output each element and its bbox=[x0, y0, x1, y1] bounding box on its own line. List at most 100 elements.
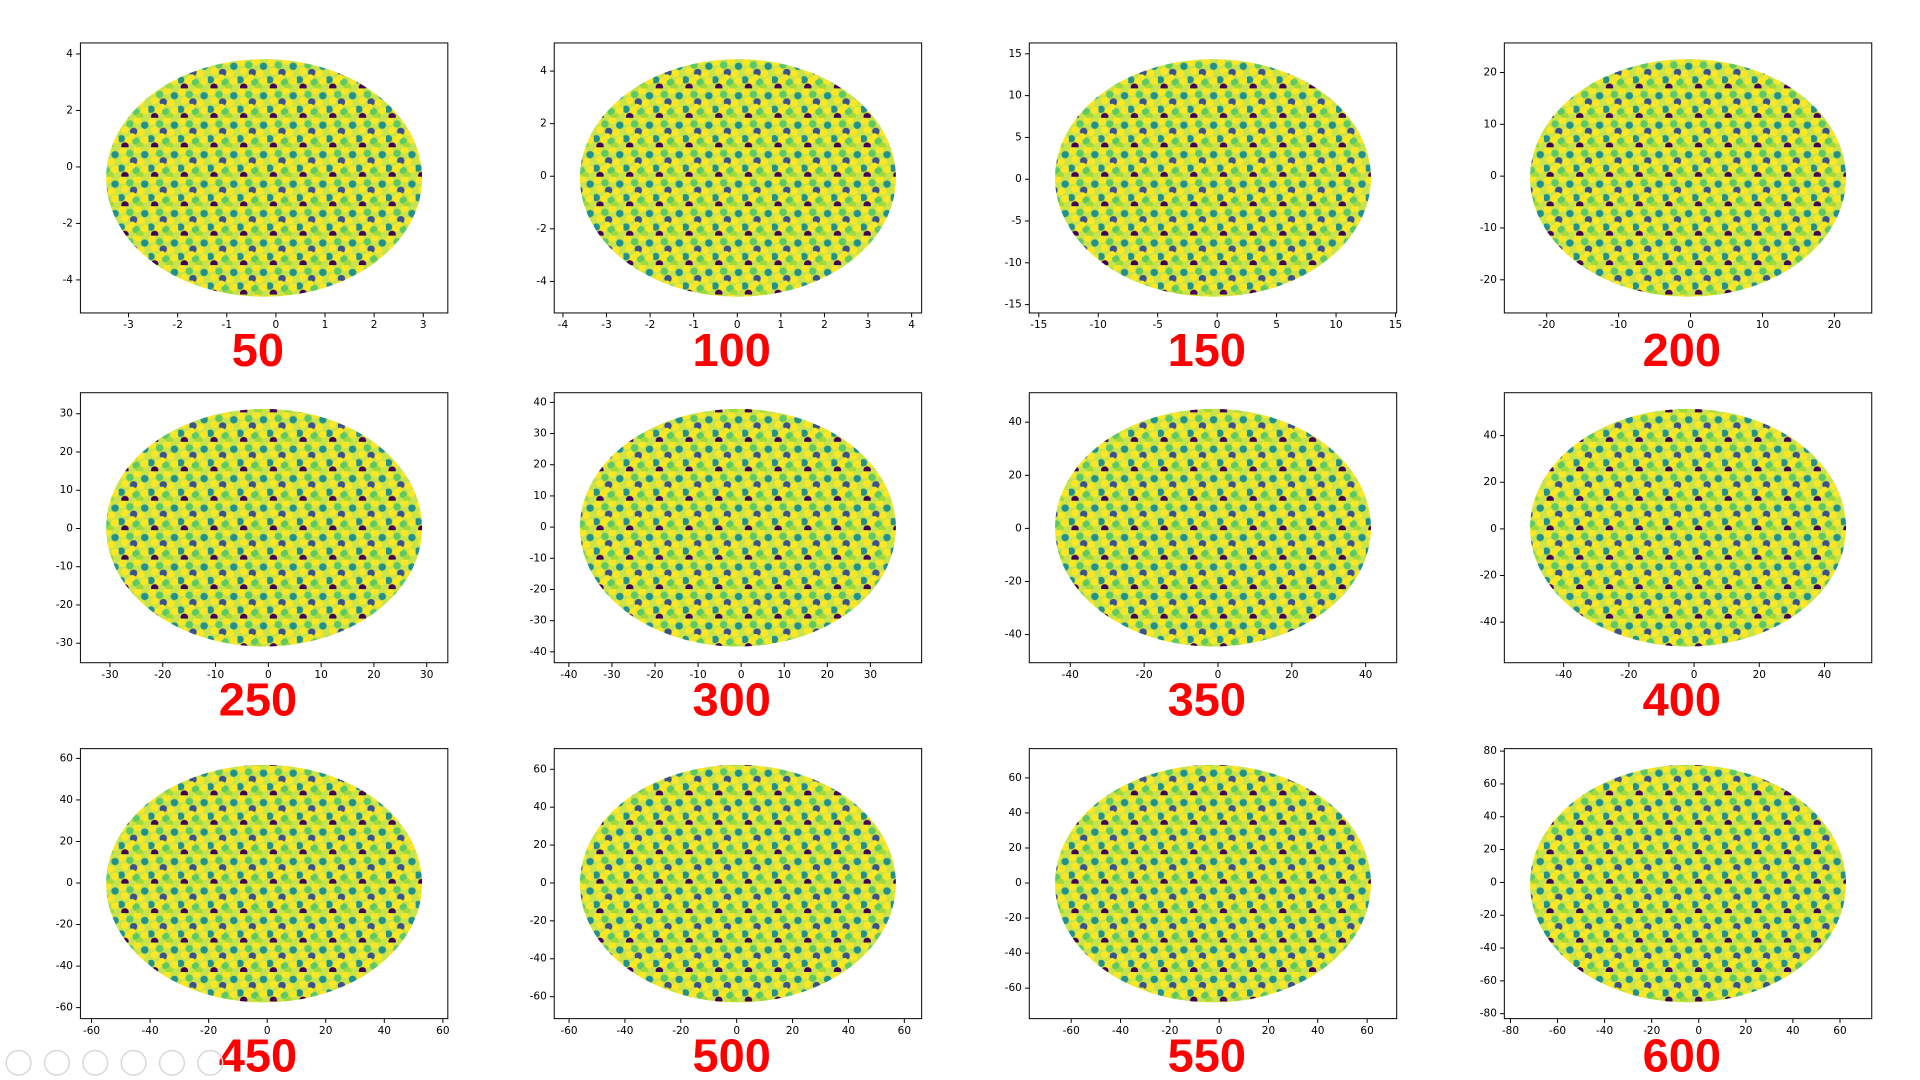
x-tick-label: 0 bbox=[1215, 669, 1222, 681]
x-tick-label: 20 bbox=[1828, 319, 1841, 331]
y-tick-label: -60 bbox=[1480, 975, 1497, 987]
y-tick-label: 10 bbox=[1484, 118, 1497, 130]
y-tick-label: -40 bbox=[1005, 629, 1022, 641]
panel-title: 550 bbox=[1168, 1030, 1246, 1080]
x-tick-label: 3 bbox=[865, 319, 872, 331]
y-tick-label: -10 bbox=[1005, 257, 1022, 269]
point-cloud bbox=[1054, 59, 1371, 297]
plot-frame bbox=[553, 392, 923, 664]
point-cloud bbox=[579, 764, 896, 1003]
y-tick-label: 40 bbox=[533, 396, 546, 408]
x-tick-label: -80 bbox=[1502, 1025, 1519, 1037]
plot-frame bbox=[1503, 392, 1873, 664]
panel-title: 350 bbox=[1168, 674, 1246, 726]
y-tick-label: -60 bbox=[530, 991, 547, 1003]
y-tick-label: -20 bbox=[1480, 274, 1497, 286]
x-tick-label: -40 bbox=[616, 1025, 633, 1037]
y-tick-label: 4 bbox=[540, 65, 547, 77]
point-cloud bbox=[1530, 59, 1847, 297]
y-tick-label: 10 bbox=[1008, 90, 1021, 102]
prev-button[interactable] bbox=[5, 1049, 32, 1076]
x-tick-label: 20 bbox=[1753, 669, 1766, 681]
panel-title: 450 bbox=[219, 1030, 297, 1080]
y-tick-label: -20 bbox=[56, 599, 73, 611]
y-tick-label: 0 bbox=[1490, 170, 1497, 182]
next-button[interactable] bbox=[43, 1049, 71, 1076]
y-tick-label: 15 bbox=[1008, 48, 1021, 60]
y-tick-label: 30 bbox=[533, 428, 546, 440]
y-tick-label: 60 bbox=[60, 752, 73, 764]
scatter-panel: -40 -20 0 20 40 -40 -20 0 20 40 400 bbox=[1480, 392, 1873, 726]
y-tick-label: 40 bbox=[60, 794, 73, 806]
y-tick-label: 40 bbox=[533, 801, 546, 813]
point-cloud bbox=[1530, 764, 1847, 1003]
x-tick-label: -20 bbox=[154, 669, 171, 681]
y-tick-label: 60 bbox=[1008, 772, 1021, 784]
x-tick-label: 1 bbox=[778, 319, 785, 331]
point-cloud bbox=[1054, 764, 1371, 1003]
y-tick-label: 0 bbox=[66, 877, 73, 889]
plot-frame bbox=[79, 392, 449, 664]
plot-frame bbox=[79, 42, 449, 314]
x-tick-label: -2 bbox=[172, 319, 182, 331]
x-tick-label: 3 bbox=[420, 319, 427, 331]
y-tick-label: -30 bbox=[56, 637, 73, 649]
y-tick-label: 0 bbox=[66, 161, 73, 173]
y-tick-label: -2 bbox=[62, 217, 72, 229]
y-tick-label: -10 bbox=[530, 552, 547, 564]
panel-title: 300 bbox=[693, 674, 771, 726]
panel-title: 600 bbox=[1643, 1030, 1721, 1080]
y-tick-label: 20 bbox=[533, 839, 546, 851]
y-tick-label: 80 bbox=[1484, 745, 1497, 757]
x-tick-label: 2 bbox=[371, 319, 378, 331]
x-tick-label: -20 bbox=[200, 1025, 217, 1037]
y-tick-label: 0 bbox=[540, 521, 547, 533]
y-tick-label: 20 bbox=[1008, 842, 1021, 854]
scatter-panel: -15 -10 -5 0 5 10 15 -15 -10 -5 0 5 10 15 150 bbox=[1005, 42, 1402, 376]
y-tick-label: 0 bbox=[66, 523, 73, 535]
y-tick-label: -10 bbox=[56, 561, 73, 573]
y-tick-label: 0 bbox=[540, 170, 547, 182]
x-tick-label: 40 bbox=[378, 1025, 391, 1037]
x-tick-label: 4 bbox=[908, 319, 915, 331]
panel-title: 250 bbox=[219, 674, 297, 726]
x-tick-label: 60 bbox=[436, 1025, 449, 1037]
x-tick-label: 30 bbox=[420, 669, 433, 681]
y-tick-label: -40 bbox=[530, 953, 547, 965]
x-tick-label: -40 bbox=[142, 1025, 159, 1037]
x-tick-label: -40 bbox=[560, 669, 577, 681]
panel-title: 500 bbox=[693, 1030, 771, 1080]
y-tick-label: 20 bbox=[1484, 844, 1497, 856]
x-tick-label: 20 bbox=[367, 669, 380, 681]
panel-title: 400 bbox=[1643, 674, 1721, 726]
x-tick-label: 2 bbox=[821, 319, 828, 331]
x-tick-label: 10 bbox=[778, 669, 791, 681]
y-tick-label: 10 bbox=[533, 490, 546, 502]
x-tick-label: 40 bbox=[1818, 669, 1831, 681]
x-tick-label: 40 bbox=[842, 1025, 855, 1037]
slides-button[interactable] bbox=[120, 1049, 147, 1076]
more-button[interactable] bbox=[197, 1049, 224, 1076]
y-tick-label: 20 bbox=[1484, 67, 1497, 79]
panel-title: 100 bbox=[693, 324, 771, 376]
zoom-button[interactable] bbox=[158, 1049, 186, 1076]
plot-frame bbox=[1028, 42, 1398, 314]
y-tick-label: -60 bbox=[56, 1002, 73, 1014]
y-tick-label: -20 bbox=[530, 583, 547, 595]
x-tick-label: -3 bbox=[123, 319, 133, 331]
x-tick-label: 0 bbox=[734, 319, 741, 331]
scatter-panel: -4 -3 -2 -1 0 1 2 3 4 -4 -2 0 2 4 100 bbox=[536, 42, 923, 376]
y-tick-label: -20 bbox=[1480, 570, 1497, 582]
scatter-panel: -60 -40 -20 0 20 40 60 -60 -40 -20 0 20 40 60 450 bbox=[56, 748, 450, 1080]
x-tick-label: -40 bbox=[1555, 669, 1572, 681]
pen-button[interactable] bbox=[82, 1049, 109, 1076]
y-tick-label: 0 bbox=[540, 877, 547, 889]
x-tick-label: -20 bbox=[1538, 319, 1555, 331]
scatter-panel: -40 -30 -20 -10 0 10 20 30 -40 -30 -20 -10 0 10 20 30 40… bbox=[530, 392, 923, 726]
x-tick-label: -60 bbox=[83, 1025, 100, 1037]
y-tick-label: 20 bbox=[1484, 476, 1497, 488]
plot-frame bbox=[553, 748, 923, 1020]
x-tick-label: 0 bbox=[264, 1025, 271, 1037]
